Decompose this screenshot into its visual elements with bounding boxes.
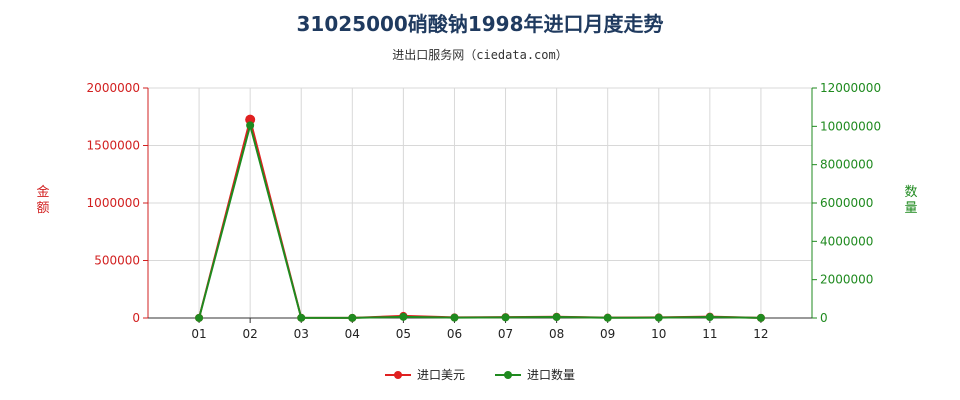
x-tick-label: 01 xyxy=(191,327,206,341)
x-tick-label: 02 xyxy=(243,327,258,341)
chart-title: 31025000硝酸钠1998年进口月度走势 xyxy=(296,12,664,36)
left-tick-label: 1500000 xyxy=(87,139,140,153)
data-point-import-quantity xyxy=(501,313,510,322)
right-tick-label: 12000000 xyxy=(820,81,881,95)
legend-item-import-quantity[interactable]: 进口数量 xyxy=(495,366,575,383)
data-point-import-quantity xyxy=(603,313,612,322)
data-point-import-quantity xyxy=(297,313,306,322)
legend-swatch-import-usd xyxy=(384,370,411,380)
left-tick-label: 500000 xyxy=(94,254,140,268)
data-point-import-quantity xyxy=(195,313,204,322)
data-point-import-quantity xyxy=(756,313,765,322)
x-tick-label: 10 xyxy=(651,327,666,341)
legend: 进口美元 进口数量 xyxy=(0,366,960,383)
legend-item-import-usd[interactable]: 进口美元 xyxy=(384,366,465,383)
x-tick-label: 06 xyxy=(447,327,462,341)
data-point-import-quantity xyxy=(246,121,255,130)
x-tick-label: 04 xyxy=(345,327,360,341)
x-tick-label: 03 xyxy=(294,327,309,341)
data-point-import-quantity xyxy=(399,312,408,321)
left-tick-label: 2000000 xyxy=(87,81,140,95)
right-tick-label: 8000000 xyxy=(820,158,873,172)
x-tick-label: 05 xyxy=(396,327,411,341)
data-point-import-quantity xyxy=(705,313,714,322)
data-point-import-quantity xyxy=(552,313,561,322)
legend-swatch-import-quantity xyxy=(495,370,521,380)
legend-label-import-quantity: 进口数量 xyxy=(527,368,576,382)
right-tick-label: 0 xyxy=(820,311,828,325)
left-tick-label: 1000000 xyxy=(87,196,140,210)
x-tick-label: 12 xyxy=(753,327,768,341)
x-tick-label: 11 xyxy=(702,327,717,341)
x-tick-label: 09 xyxy=(600,327,615,341)
x-tick-label: 07 xyxy=(498,327,513,341)
left-axis-label: 金额 xyxy=(36,185,50,216)
x-tick-label: 08 xyxy=(549,327,564,341)
legend-label-import-usd: 进口美元 xyxy=(416,368,465,382)
right-tick-label: 4000000 xyxy=(820,234,873,248)
left-tick-label: 0 xyxy=(132,311,140,325)
data-point-import-usd xyxy=(245,114,256,125)
data-point-import-quantity xyxy=(450,313,459,322)
data-point-import-quantity xyxy=(654,313,663,322)
right-tick-label: 10000000 xyxy=(820,119,881,133)
right-tick-label: 2000000 xyxy=(820,273,873,287)
right-axis-label: 数量 xyxy=(904,185,918,216)
series-line-import-quantity xyxy=(198,121,761,319)
chart-subtitle: 进出口服务网（ciedata.com） xyxy=(392,48,568,62)
right-tick-label: 6000000 xyxy=(820,196,873,210)
data-point-import-quantity xyxy=(348,313,357,322)
